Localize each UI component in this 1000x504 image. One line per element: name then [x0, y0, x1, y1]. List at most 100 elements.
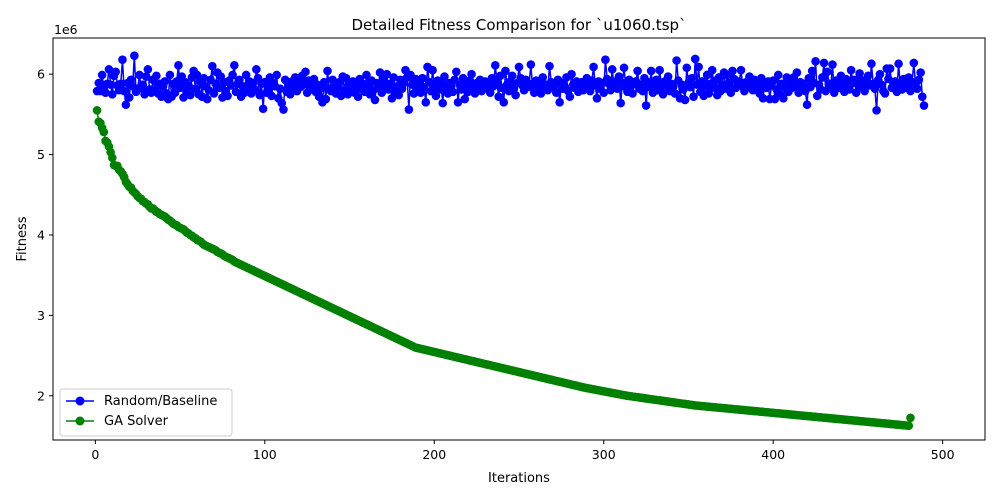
data-point	[638, 86, 647, 96]
data-point	[267, 91, 276, 101]
data-point	[828, 60, 837, 69]
data-point	[906, 86, 915, 96]
data-point	[687, 73, 697, 83]
data-point	[452, 67, 461, 77]
data-point	[707, 65, 717, 75]
data-point	[704, 89, 714, 98]
data-point	[818, 73, 827, 82]
data-point	[97, 70, 107, 80]
y-tick-label: 4	[37, 227, 45, 242]
data-point	[768, 76, 778, 85]
data-point	[460, 94, 470, 104]
data-point	[277, 98, 287, 108]
data-point	[880, 89, 890, 98]
data-point	[138, 80, 148, 89]
data-point	[668, 82, 678, 92]
data-point	[179, 93, 188, 102]
data-point	[851, 88, 861, 97]
y-tick-label: 5	[37, 147, 45, 162]
data-point	[119, 86, 129, 96]
data-point	[619, 63, 629, 73]
data-point	[387, 94, 397, 103]
series-markers-ga-solver	[92, 106, 915, 430]
data-point	[799, 79, 808, 89]
data-point	[126, 75, 136, 85]
data-point	[228, 70, 237, 80]
data-point	[111, 67, 120, 77]
data-point	[343, 89, 353, 99]
data-point	[514, 62, 524, 72]
data-point	[538, 73, 548, 82]
x-tick-label: 200	[422, 447, 446, 462]
data-point	[492, 77, 502, 87]
x-tick-label: 100	[253, 447, 277, 462]
data-point	[694, 62, 703, 72]
data-point	[633, 66, 642, 76]
data-point	[116, 79, 126, 89]
data-point	[867, 59, 876, 69]
data-point	[428, 65, 437, 75]
data-point	[636, 80, 646, 89]
data-point	[465, 76, 475, 85]
series-layer	[92, 51, 929, 430]
data-point	[863, 71, 873, 81]
data-point	[377, 88, 387, 97]
data-point	[375, 68, 385, 77]
data-point	[658, 89, 668, 99]
y-offset-label: 1e6	[54, 22, 78, 37]
data-point	[99, 127, 109, 137]
data-point	[526, 60, 536, 69]
data-point	[250, 85, 259, 94]
data-point	[199, 73, 209, 83]
data-point	[918, 92, 927, 101]
data-point	[421, 98, 431, 107]
data-point	[353, 92, 363, 101]
data-point	[272, 70, 281, 80]
legend-label-random: Random/Baseline	[104, 394, 217, 409]
legend-marker-random	[75, 396, 85, 406]
data-point	[628, 89, 637, 98]
y-tick-label: 6	[37, 67, 45, 82]
data-point	[565, 92, 575, 101]
data-point	[860, 86, 869, 96]
data-point	[614, 72, 624, 81]
data-point	[258, 104, 268, 114]
data-point	[709, 83, 719, 93]
data-point	[885, 64, 895, 73]
data-point	[165, 70, 175, 80]
data-point	[841, 74, 851, 84]
data-point	[855, 69, 864, 78]
data-point	[612, 84, 622, 93]
data-point	[275, 84, 285, 93]
data-point	[736, 65, 746, 75]
data-point	[682, 63, 692, 73]
data-point	[802, 100, 812, 110]
legend-label-ga: GA Solver	[104, 414, 169, 429]
data-point	[192, 70, 202, 80]
data-point	[507, 71, 517, 81]
data-point	[235, 75, 244, 85]
data-point	[124, 93, 134, 102]
data-point	[207, 61, 217, 71]
data-point	[431, 91, 441, 101]
data-point	[875, 69, 885, 79]
data-point	[438, 98, 448, 108]
data-point	[592, 94, 602, 103]
data-point	[174, 61, 183, 70]
data-point	[385, 79, 395, 89]
data-point	[845, 85, 854, 94]
data-point	[440, 72, 449, 81]
data-point	[585, 86, 595, 96]
legend: Random/Baseline GA Solver	[59, 388, 233, 437]
data-point	[230, 61, 239, 70]
data-point	[823, 67, 832, 77]
y-axis: 2 3 4 5 6	[37, 67, 53, 403]
data-point	[499, 98, 509, 107]
data-point	[121, 100, 131, 110]
data-point	[389, 73, 398, 82]
data-point	[152, 71, 161, 81]
data-point	[175, 83, 185, 93]
data-point	[501, 66, 510, 76]
data-point	[160, 77, 170, 86]
